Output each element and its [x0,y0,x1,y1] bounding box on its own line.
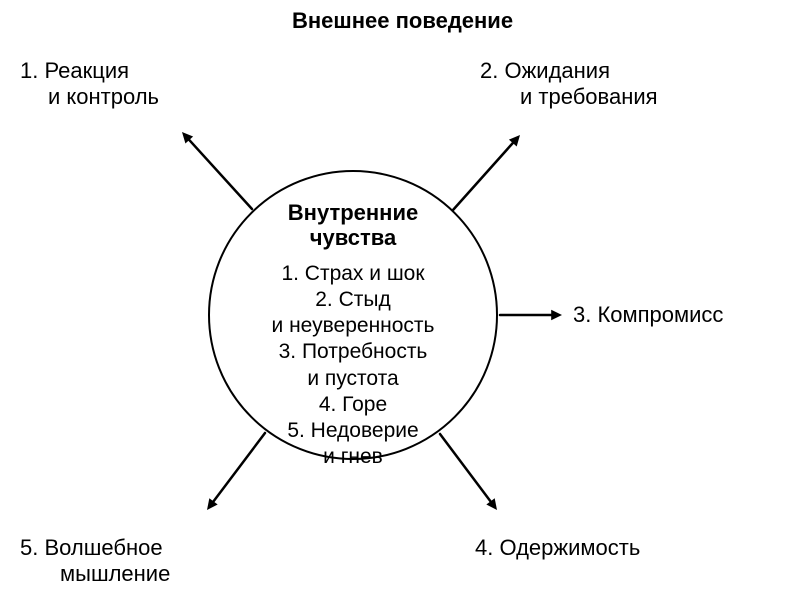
arrow-to-magical [0,0,786,605]
diagram-canvas: Внешнее поведение Внутренние чувства 1. … [0,0,786,605]
